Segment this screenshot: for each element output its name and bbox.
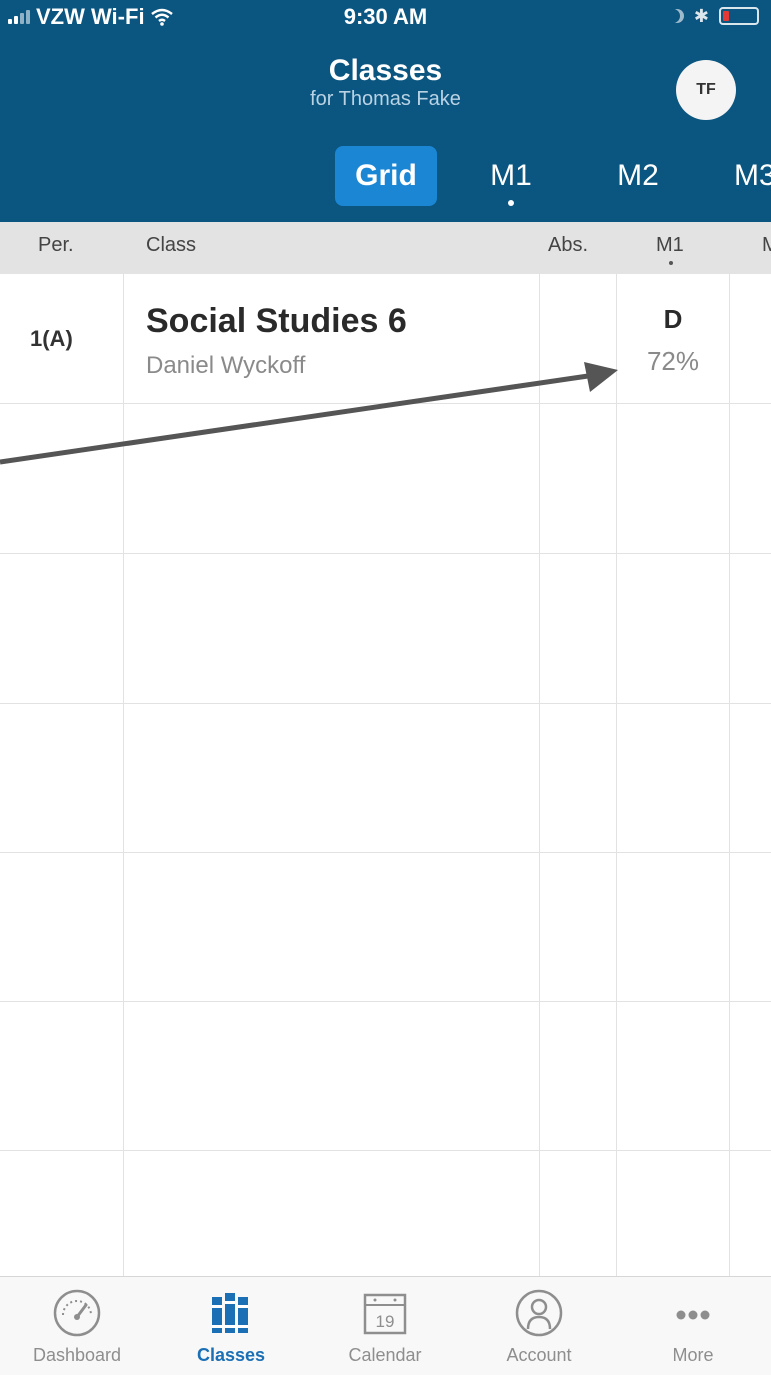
wifi-icon (150, 8, 173, 26)
classes-grid: 1(A) Social Studies 6 Daniel Wyckoff D 7… (0, 274, 771, 1276)
account-icon (515, 1289, 563, 1337)
row-divider (0, 852, 771, 853)
nav-classes-label: Classes (196, 1345, 266, 1365)
classes-icon (212, 1293, 248, 1333)
grid-divider (729, 274, 730, 1276)
nav-calendar-label: Calendar (348, 1345, 422, 1365)
nav-dashboard[interactable]: Dashboard (0, 1277, 154, 1375)
page-subtitle: for Thomas Fake (310, 88, 461, 110)
tab-m1-label: M1 (490, 159, 532, 192)
grid-divider (123, 274, 124, 1276)
calendar-day: 19 (376, 1312, 395, 1331)
calendar-icon: 19 (363, 1293, 407, 1335)
grid-divider (539, 274, 540, 1276)
tab-grid[interactable]: Grid (335, 146, 437, 206)
grid-column-header: Per. Class Abs. M1 M2 (0, 222, 771, 274)
col-m2: M2 (762, 234, 771, 256)
row-divider (0, 703, 771, 704)
title-block: Classes for Thomas Fake (0, 54, 771, 110)
col-class: Class (146, 234, 197, 256)
app-header: VZW Wi-Fi 9:30 AM ✱ Classes for Thomas F… (0, 0, 771, 222)
status-time: 9:30 AM (343, 4, 428, 29)
nav-more-label: More (672, 1345, 714, 1365)
nav-account-label: Account (506, 1345, 572, 1365)
status-icons: ✱ (670, 7, 759, 25)
row-class-name[interactable]: Social Studies 6 (146, 302, 407, 340)
signal-icon (8, 10, 30, 24)
status-bar: VZW Wi-Fi 9:30 AM ✱ (0, 0, 771, 38)
tab-m1[interactable]: M1 (474, 146, 548, 206)
carrier-label: VZW Wi-Fi (36, 4, 145, 29)
col-period: Per. (38, 234, 74, 256)
row-divider (0, 1001, 771, 1002)
bottom-tab-bar: Dashboard Classes 19 Calendar Acc (0, 1276, 771, 1375)
row-m1-grade-letter[interactable]: D (663, 304, 683, 334)
avatar[interactable]: TF (676, 60, 736, 120)
col-m1-dot (669, 261, 673, 265)
nav-classes[interactable]: Classes (154, 1277, 308, 1375)
row-divider (0, 403, 771, 404)
row-divider (0, 553, 771, 554)
nav-account[interactable]: Account (462, 1277, 616, 1375)
row-m1-grade-percent[interactable]: 72% (646, 346, 700, 376)
row-teacher: Daniel Wyckoff (146, 352, 306, 379)
page-title: Classes (328, 54, 443, 87)
marking-period-tabs: Grid M1 M2 M3 (0, 146, 771, 206)
carrier-status: VZW Wi-Fi (8, 4, 173, 30)
current-period-dot (508, 200, 514, 206)
nav-more[interactable]: More (616, 1277, 770, 1375)
bluetooth-icon: ✱ (693, 6, 709, 26)
more-icon (676, 1310, 710, 1320)
do-not-disturb-icon (670, 9, 684, 23)
tab-m3[interactable]: M3 (734, 159, 771, 192)
grid-divider (616, 274, 617, 1276)
dashboard-icon (53, 1289, 101, 1337)
row-divider (0, 1150, 771, 1151)
col-absences: Abs. (548, 234, 589, 256)
col-m1: M1 (656, 234, 684, 256)
nav-dashboard-label: Dashboard (32, 1345, 122, 1365)
battery-icon (719, 7, 759, 25)
row-period: 1(A) (30, 326, 73, 351)
nav-calendar[interactable]: 19 Calendar (308, 1277, 462, 1375)
tab-m2[interactable]: M2 (617, 159, 659, 192)
